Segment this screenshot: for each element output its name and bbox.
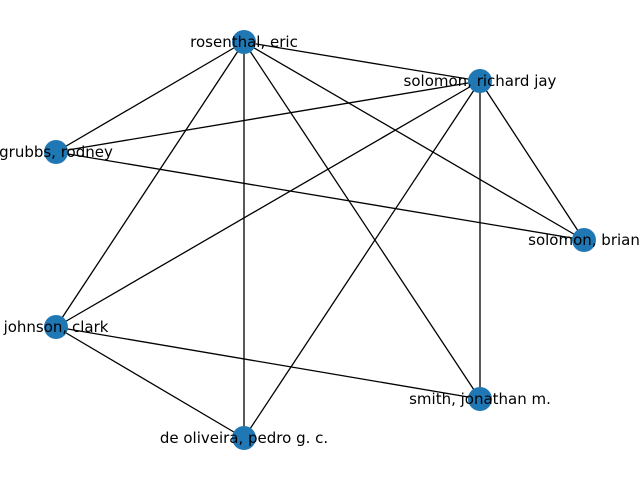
node-layer xyxy=(44,30,596,450)
node-label-smith: smith, jonathan m. xyxy=(409,390,551,408)
edge-johnson-deoliveira xyxy=(55,326,245,439)
node-grubbs xyxy=(44,140,68,164)
edge-layer xyxy=(55,41,585,439)
edge-rosenthal-grubbs xyxy=(55,41,245,153)
node-label-solomon_rj: solomon, richard jay xyxy=(404,72,557,90)
node-label-johnson: johnson, clark xyxy=(3,318,109,336)
label-layer: rosenthal, eric solomon, richard jay grubb… xyxy=(0,33,640,447)
edge-solomon_rj-solomon_b xyxy=(479,80,585,241)
node-label-rosenthal: rosenthal, eric xyxy=(190,33,298,51)
edge-rosenthal-johnson xyxy=(55,41,245,328)
edge-solomon_rj-deoliveira xyxy=(243,80,481,439)
node-solomon_rj xyxy=(468,69,492,93)
edge-rosenthal-smith xyxy=(243,41,481,400)
edge-solomon_rj-johnson xyxy=(55,80,481,328)
node-deoliveira xyxy=(232,426,256,450)
node-smith xyxy=(468,387,492,411)
node-label-grubbs: grubbs, rodney xyxy=(0,143,113,161)
edge-solomon_rj-grubbs xyxy=(55,80,481,153)
edge-johnson-smith xyxy=(55,326,481,400)
node-label-solomon_b: solomon, brian xyxy=(528,231,640,249)
node-johnson xyxy=(44,315,68,339)
edge-rosenthal-solomon_rj xyxy=(243,41,481,82)
edge-grubbs-solomon_b xyxy=(55,151,585,241)
node-rosenthal xyxy=(232,30,256,54)
edge-rosenthal-solomon_b xyxy=(243,41,585,241)
node-label-deoliveira: de oliveira, pedro g. c. xyxy=(160,429,328,447)
node-solomon_b xyxy=(572,228,596,252)
